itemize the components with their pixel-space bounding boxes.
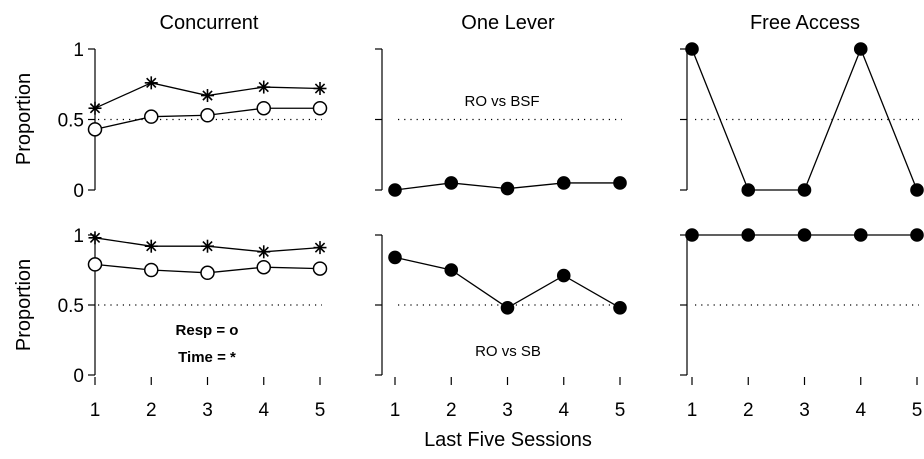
filled-circle-marker bbox=[388, 250, 402, 265]
star-marker-stroke bbox=[89, 103, 101, 114]
panel-2-3: 1 2 3 4 5 bbox=[680, 228, 924, 421]
x-tick-label: 2 bbox=[446, 400, 457, 421]
filled-circle-marker bbox=[741, 183, 756, 197]
x-tick-label: 5 bbox=[615, 400, 626, 421]
open-circle-marker bbox=[312, 100, 328, 116]
annotation-text: Time = * bbox=[178, 349, 236, 366]
open-circle-marker bbox=[256, 100, 271, 116]
filled-circle-marker bbox=[853, 228, 868, 242]
filled-circle-marker bbox=[685, 42, 699, 56]
filled-circle-marker bbox=[388, 183, 402, 197]
panel-title: One Lever bbox=[461, 12, 555, 34]
series-line bbox=[691, 47, 918, 191]
star-marker bbox=[201, 89, 214, 103]
panel-2-1: 0 0.5 1 1 2 3 4 5 Proportion Resp = o Time = * bbox=[13, 226, 328, 421]
y-axis-label: Proportion bbox=[13, 259, 35, 351]
star-marker-stroke bbox=[202, 241, 213, 252]
annotation-text: RO vs BSF bbox=[464, 93, 539, 110]
filled-circle-marker bbox=[444, 176, 459, 190]
y-tick-label: 0 bbox=[73, 181, 84, 202]
x-tick-label: 4 bbox=[258, 400, 269, 421]
x-tick-label: 5 bbox=[912, 400, 923, 421]
star-marker-stroke bbox=[146, 241, 157, 252]
star-marker bbox=[144, 76, 158, 90]
y-axis-label: Proportion bbox=[13, 73, 35, 165]
filled-circle-marker bbox=[556, 176, 571, 190]
y-tick-label: 0.5 bbox=[58, 296, 84, 317]
star-marker bbox=[313, 241, 327, 255]
star-marker bbox=[257, 80, 271, 94]
y-tick-label: 1 bbox=[73, 226, 84, 247]
filled-circle-marker bbox=[910, 183, 924, 197]
filled-circle-marker bbox=[500, 181, 515, 196]
x-tick-label: 1 bbox=[687, 400, 698, 421]
star-marker-stroke bbox=[314, 242, 326, 253]
filled-circle-marker bbox=[556, 268, 571, 283]
star-marker bbox=[88, 231, 102, 245]
filled-circle-marker bbox=[444, 263, 459, 277]
open-circle-marker bbox=[200, 265, 215, 281]
open-circle-marker bbox=[256, 259, 271, 275]
open-circle-marker bbox=[312, 261, 328, 276]
filled-circle-marker bbox=[797, 183, 812, 197]
open-circle-marker bbox=[87, 122, 103, 137]
filled-circle-marker bbox=[741, 228, 756, 242]
panel-title: Concurrent bbox=[160, 12, 259, 34]
x-tick-label: 4 bbox=[855, 400, 866, 421]
x-tick-label: 3 bbox=[799, 400, 810, 421]
panel-1-2: One Lever RO vs BSF bbox=[375, 12, 627, 197]
x-axis-label: Last Five Sessions bbox=[424, 429, 592, 451]
series-line bbox=[394, 256, 621, 309]
panel-title: Free Access bbox=[750, 12, 860, 34]
panel-1-1: 0 0.5 1 Concurrent Proportion bbox=[13, 12, 328, 202]
x-tick-label: 1 bbox=[390, 400, 401, 421]
annotation-text: Resp = o bbox=[176, 322, 239, 339]
open-circle-marker bbox=[87, 257, 103, 272]
star-marker-stroke bbox=[146, 77, 157, 89]
panel-2-2: 1 2 3 4 5 Last Five Sessions RO vs SB bbox=[375, 234, 627, 451]
filled-circle-marker bbox=[685, 228, 699, 242]
filled-circle-marker bbox=[613, 301, 627, 315]
x-tick-label: 5 bbox=[315, 400, 326, 421]
y-tick-label: 0.5 bbox=[58, 111, 84, 132]
filled-circle-marker bbox=[500, 301, 515, 315]
y-tick-label: 1 bbox=[73, 40, 84, 61]
open-circle-marker bbox=[144, 262, 159, 278]
x-tick-label: 1 bbox=[90, 400, 101, 421]
open-circle-marker bbox=[200, 108, 215, 123]
star-marker-stroke bbox=[89, 232, 101, 243]
y-tick-label: 0 bbox=[73, 366, 84, 387]
star-marker bbox=[201, 239, 214, 253]
star-marker-stroke bbox=[314, 83, 326, 94]
star-marker bbox=[144, 239, 158, 253]
star-marker-stroke bbox=[202, 90, 213, 101]
panel-1-3: Free Access bbox=[680, 12, 924, 197]
star-marker-stroke bbox=[258, 246, 269, 257]
filled-circle-marker bbox=[910, 228, 924, 242]
x-tick-label: 4 bbox=[558, 400, 569, 421]
x-tick-label: 3 bbox=[202, 400, 213, 421]
star-marker bbox=[88, 101, 102, 115]
star-marker-stroke bbox=[258, 81, 269, 93]
filled-circle-marker bbox=[797, 228, 812, 242]
open-circle-marker bbox=[144, 109, 159, 124]
annotation-text: RO vs SB bbox=[475, 343, 541, 360]
star-marker bbox=[257, 245, 271, 259]
star-marker bbox=[313, 81, 327, 95]
x-tick-label: 2 bbox=[146, 400, 157, 421]
x-tick-label: 2 bbox=[743, 400, 754, 421]
filled-circle-marker bbox=[613, 176, 627, 190]
x-tick-label: 3 bbox=[502, 400, 513, 421]
filled-circle-marker bbox=[853, 42, 868, 56]
